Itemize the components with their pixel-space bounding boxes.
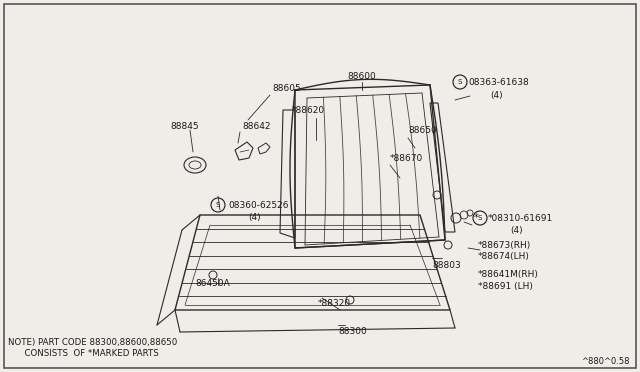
Text: S: S (478, 215, 482, 221)
Text: S: S (458, 79, 462, 85)
Text: *08310-61691: *08310-61691 (488, 214, 553, 222)
Text: *88674(LH): *88674(LH) (478, 251, 530, 260)
Text: 88300: 88300 (338, 327, 367, 337)
Text: *88691 (LH): *88691 (LH) (478, 282, 533, 291)
Text: 08363-61638: 08363-61638 (468, 77, 529, 87)
Text: 88803: 88803 (432, 260, 461, 269)
Text: 88600: 88600 (348, 71, 376, 80)
Text: 88845: 88845 (170, 122, 198, 131)
Text: *88670: *88670 (390, 154, 423, 163)
Text: 86450A: 86450A (195, 279, 230, 288)
Text: NOTE) PART CODE 88300,88600,88650: NOTE) PART CODE 88300,88600,88650 (8, 337, 177, 346)
Text: *88641M(RH): *88641M(RH) (478, 270, 539, 279)
Text: *: * (474, 213, 479, 223)
Text: 88605: 88605 (272, 83, 301, 93)
Text: *88673(RH): *88673(RH) (478, 241, 531, 250)
Text: 88642: 88642 (242, 122, 271, 131)
Text: (4): (4) (490, 90, 502, 99)
Text: 08360-62526: 08360-62526 (228, 201, 289, 209)
Text: (4): (4) (510, 225, 523, 234)
Text: ^880^0.58: ^880^0.58 (582, 357, 630, 366)
Text: (4): (4) (248, 212, 260, 221)
Text: *88620: *88620 (292, 106, 325, 115)
Text: *88320: *88320 (318, 298, 351, 308)
Text: CONSISTS  OF *MARKED PARTS: CONSISTS OF *MARKED PARTS (8, 349, 159, 357)
Text: S: S (216, 202, 220, 208)
Text: 88650: 88650 (408, 125, 436, 135)
